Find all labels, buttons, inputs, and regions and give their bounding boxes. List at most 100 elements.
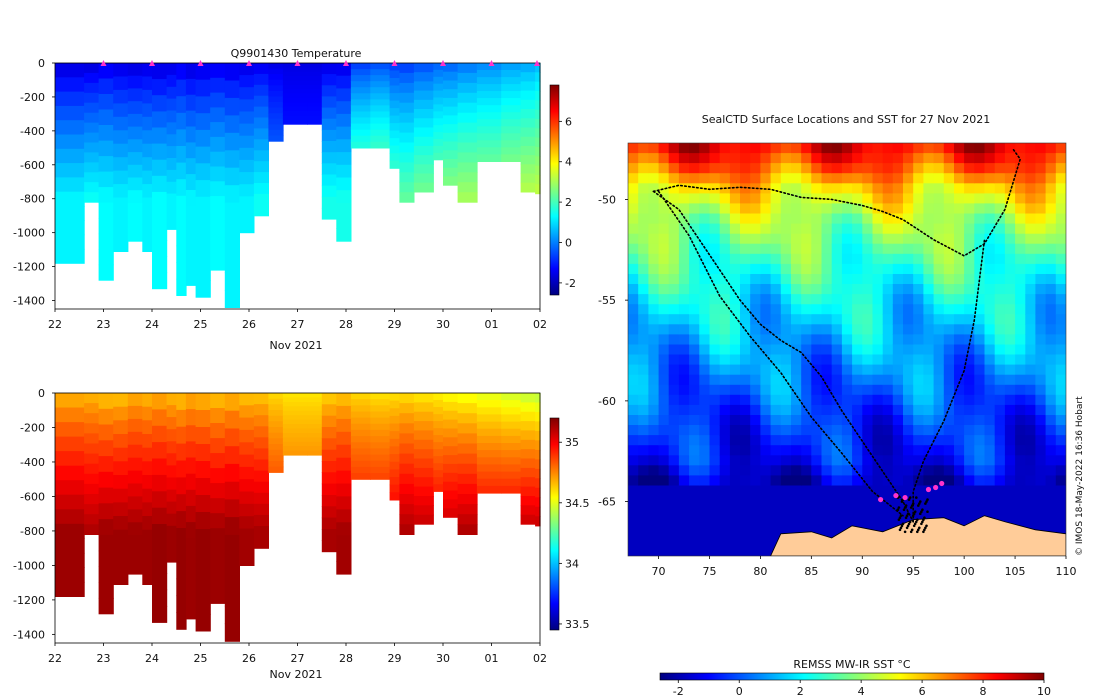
temperature-cell xyxy=(458,73,478,84)
sst-cell xyxy=(750,546,761,557)
salinity-cell xyxy=(142,571,152,585)
temperature-cell xyxy=(196,113,211,130)
salinity-cell xyxy=(283,411,308,416)
sst-cell xyxy=(648,324,659,335)
sst-cell xyxy=(903,435,914,446)
sst-cell xyxy=(648,536,659,547)
sst-cell xyxy=(903,385,914,396)
sst-cell xyxy=(730,143,741,154)
sst-cell xyxy=(740,435,751,446)
sst-cell xyxy=(964,234,975,245)
sst-cell xyxy=(995,475,1006,486)
salinity-cell xyxy=(152,573,167,590)
salinity-cell xyxy=(443,491,458,501)
sst-cell xyxy=(771,143,782,154)
salinity-cell xyxy=(84,444,99,455)
temperature-cell xyxy=(322,175,337,187)
temperature-cell xyxy=(225,272,240,290)
sst-cell xyxy=(659,506,670,517)
sst-cell xyxy=(974,163,985,174)
sst-cell xyxy=(974,445,985,456)
sst-cell xyxy=(1005,304,1016,315)
salinity-cell xyxy=(186,474,196,491)
sst-cell xyxy=(791,284,802,295)
sst-cell xyxy=(883,264,894,275)
sst-cell xyxy=(974,405,985,416)
track-point xyxy=(917,504,920,507)
temperature-cell xyxy=(142,103,152,117)
sst-cell xyxy=(913,264,924,275)
sst-cell xyxy=(852,334,863,345)
salinity-cell xyxy=(142,516,152,530)
sst-cell xyxy=(913,365,924,376)
temperature-x-tick-label: 01 xyxy=(485,318,499,331)
salinity-cell xyxy=(414,496,434,506)
sst-cell xyxy=(883,395,894,406)
sst-cell xyxy=(1015,365,1026,376)
sst-cell xyxy=(1046,173,1057,184)
sst-cell xyxy=(985,274,996,285)
sst-cell xyxy=(822,334,833,345)
sst-cell xyxy=(913,486,924,497)
salinity-cell xyxy=(433,484,443,492)
sst-cell xyxy=(771,324,782,335)
sst-cell xyxy=(740,536,751,547)
sst-cell xyxy=(995,435,1006,446)
sst-cell xyxy=(1056,173,1067,184)
sst-cell xyxy=(1025,506,1036,517)
sst-cell xyxy=(964,395,975,406)
temperature-cell xyxy=(322,119,337,131)
sst-cell xyxy=(720,455,731,466)
sst-cell xyxy=(659,244,670,255)
sst-cell xyxy=(893,405,904,416)
sst-cell xyxy=(679,203,690,214)
temperature-cell xyxy=(458,133,478,144)
sst-cell xyxy=(1015,234,1026,245)
temperature-cell xyxy=(176,196,186,213)
sst-cell xyxy=(842,516,853,527)
sst-cell xyxy=(811,385,822,396)
temperature-cell xyxy=(477,63,502,71)
sst-cell xyxy=(771,214,782,225)
temperature-cell xyxy=(351,69,371,76)
temperature-cell xyxy=(521,63,536,73)
temperature-cell xyxy=(336,88,351,101)
sst-cell xyxy=(771,234,782,245)
sst-cell xyxy=(801,506,812,517)
temperature-cell xyxy=(152,192,167,209)
temperature-cell xyxy=(167,217,177,230)
sst-cell xyxy=(862,234,873,245)
sst-cell xyxy=(750,153,761,164)
sst-cell xyxy=(720,355,731,366)
temperature-cell xyxy=(322,186,337,198)
sst-cell xyxy=(913,385,924,396)
temperature-cell xyxy=(433,111,443,119)
sst-cell xyxy=(862,405,873,416)
sst-cell xyxy=(648,455,659,466)
sst-cell xyxy=(720,153,731,164)
salinity-cell xyxy=(225,499,240,517)
sst-cell xyxy=(1056,455,1067,466)
sst-cell xyxy=(985,405,996,416)
sst-cell xyxy=(954,496,965,507)
sst-cell xyxy=(1025,153,1036,164)
sst-cell xyxy=(1046,183,1057,194)
sst-cell xyxy=(995,506,1006,517)
salinity-cell xyxy=(225,411,240,429)
salinity-cell xyxy=(443,420,458,430)
temperature-cell xyxy=(307,111,322,116)
sst-cell xyxy=(842,203,853,214)
salinity-cell xyxy=(152,393,167,410)
sst-cell xyxy=(638,234,649,245)
sst-cell xyxy=(1005,153,1016,164)
sst-cell xyxy=(1035,516,1046,527)
sst-cell xyxy=(801,445,812,456)
salinity-cell xyxy=(186,603,196,620)
sst-cell xyxy=(944,435,955,446)
salinity-cell xyxy=(351,448,371,455)
sst-cell xyxy=(1005,405,1016,416)
salinity-cell xyxy=(307,442,322,447)
temperature-cell xyxy=(477,147,502,155)
sst-cell xyxy=(710,415,721,426)
sst-cell xyxy=(1005,143,1016,154)
